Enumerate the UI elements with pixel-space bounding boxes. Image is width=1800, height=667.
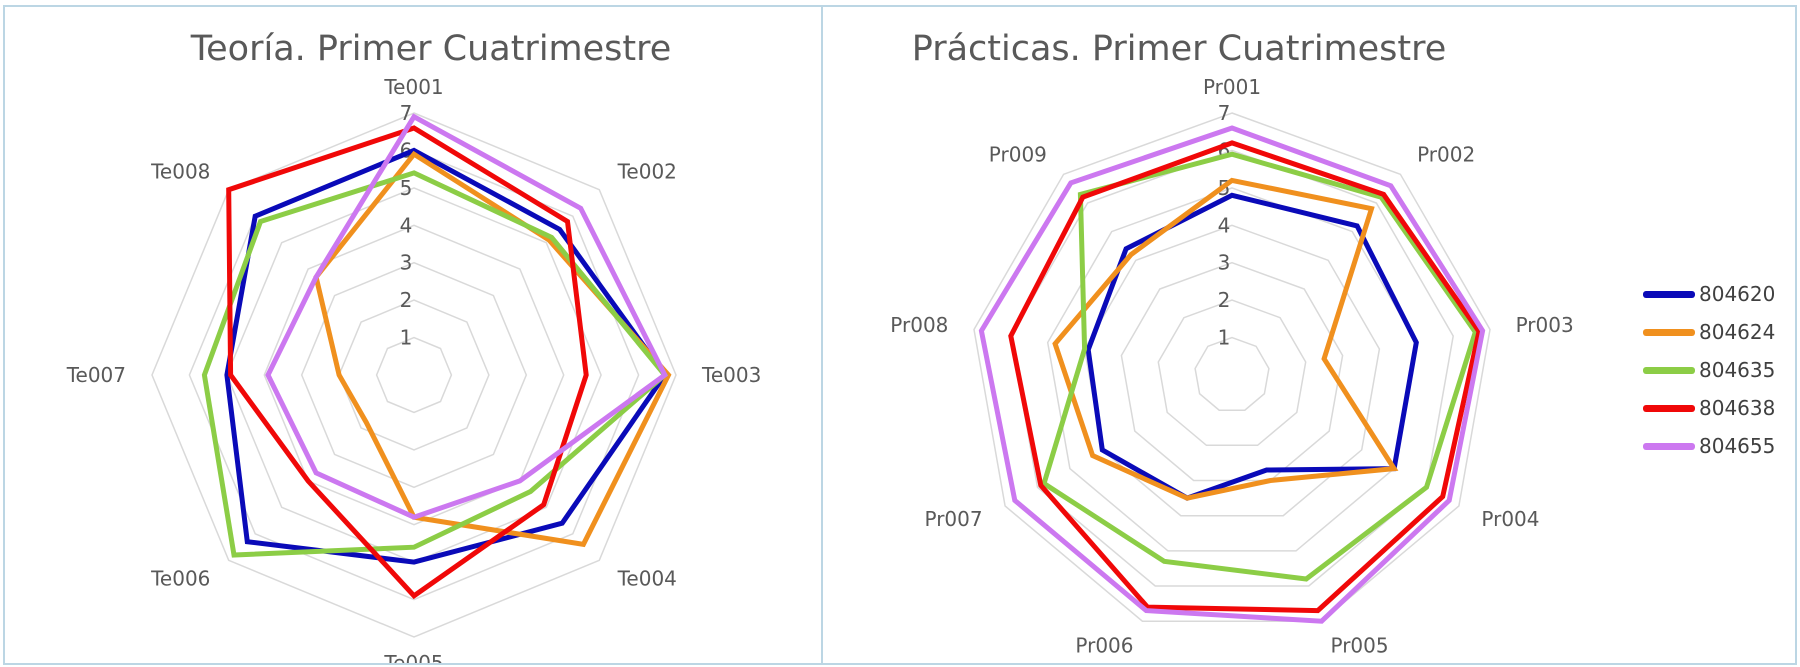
series-line-804655 [978, 125, 1486, 624]
grid-ring [338, 299, 490, 451]
category-label: Pr002 [1417, 142, 1475, 166]
legend-item: 804655 [1643, 427, 1775, 465]
grid-ring [1157, 299, 1307, 447]
grid-ring [1046, 187, 1418, 552]
axis-tick-label: 2 [400, 288, 413, 312]
legend-swatch [1643, 290, 1695, 298]
series-line-804620 [1085, 192, 1419, 501]
grid-ring [1194, 336, 1270, 411]
legend-label: 804635 [1699, 358, 1776, 382]
category-label: Te005 [383, 651, 443, 665]
axis-tick-label: 3 [400, 251, 413, 275]
category-label: Pr003 [1516, 313, 1574, 337]
radar-chart-panel-practice: Prácticas. Primer Cuatrimestre 1 2 3 4 5 6 7 Pr… [821, 5, 1797, 665]
axis-tick-label: 1 [400, 326, 413, 350]
category-label: Pr008 [890, 313, 948, 337]
legend-swatch [1643, 328, 1695, 336]
category-label: Te003 [701, 363, 761, 387]
category-label: Te004 [617, 567, 677, 591]
category-label: Pr005 [1331, 634, 1389, 658]
radar-chart-panel-theory: Teoría. Primer Cuatrimestre 1 2 3 4 5 6 7 Te001… [3, 5, 823, 665]
legend-label: 804638 [1699, 396, 1776, 420]
radar-chart-practice: 1234567Pr001Pr002Pr003Pr004Pr005Pr006Pr0… [890, 75, 1574, 658]
grid-ring [973, 112, 1491, 622]
axis-tick-label: 4 [400, 213, 413, 237]
category-label: Te002 [617, 159, 677, 183]
grid-ring [188, 149, 640, 601]
legend-label: 804624 [1699, 320, 1776, 344]
axis-tick-label: 7 [1218, 101, 1231, 125]
grid-ring [1010, 149, 1454, 587]
series-line-804638 [226, 125, 589, 600]
legend-label: 804655 [1699, 434, 1776, 458]
axis-tick-label: 1 [1218, 326, 1231, 350]
legend-item: 804638 [1643, 389, 1775, 427]
series-line-804655 [265, 113, 668, 520]
series-line-804620 [224, 147, 668, 565]
grid-ring [300, 261, 528, 489]
category-label: Te007 [66, 363, 126, 387]
category-label: Te001 [383, 75, 443, 99]
legend-label: 804620 [1699, 282, 1776, 306]
series-line-804635 [201, 170, 669, 558]
legend-swatch [1643, 442, 1695, 450]
axis-tick-label: 7 [400, 101, 413, 125]
legend-item: 804624 [1643, 313, 1775, 351]
chart-title: Prácticas. Primer Cuatrimestre [911, 29, 1447, 69]
chart-title: Teoría. Primer Cuatrimestre [190, 29, 672, 69]
category-label: Pr009 [989, 142, 1047, 166]
series-line-804638 [1008, 140, 1482, 614]
radar-chart-theory: 1234567Te001Te002Te003Te004Te005Te006Te0… [66, 75, 762, 665]
axis-tick-label: 2 [1218, 288, 1231, 312]
grid-ring [1083, 224, 1381, 517]
category-label: Te008 [150, 159, 210, 183]
axis-tick-label: 4 [1218, 213, 1231, 237]
series-line-804635 [1041, 151, 1479, 582]
category-label: Pr006 [1075, 634, 1133, 658]
category-label: Pr004 [1481, 507, 1539, 531]
category-label: Pr007 [924, 507, 982, 531]
legend-item: 804620 [1643, 275, 1775, 313]
grid-ring [375, 336, 453, 414]
grid-ring [1120, 261, 1344, 482]
legend-swatch [1643, 404, 1695, 412]
legend-item: 804635 [1643, 351, 1775, 389]
axis-tick-label: 3 [1218, 251, 1231, 275]
legend-swatch [1643, 366, 1695, 374]
category-label: Pr001 [1203, 75, 1261, 99]
series-line-804624 [1052, 177, 1399, 501]
grid-ring [151, 112, 677, 638]
legend: 804620 804624 804635 804638 804655 [1643, 275, 1775, 465]
axis-tick-label: 5 [400, 176, 413, 200]
category-label: Te006 [150, 567, 210, 591]
grid-ring [263, 224, 565, 526]
series-line-804624 [313, 150, 672, 548]
